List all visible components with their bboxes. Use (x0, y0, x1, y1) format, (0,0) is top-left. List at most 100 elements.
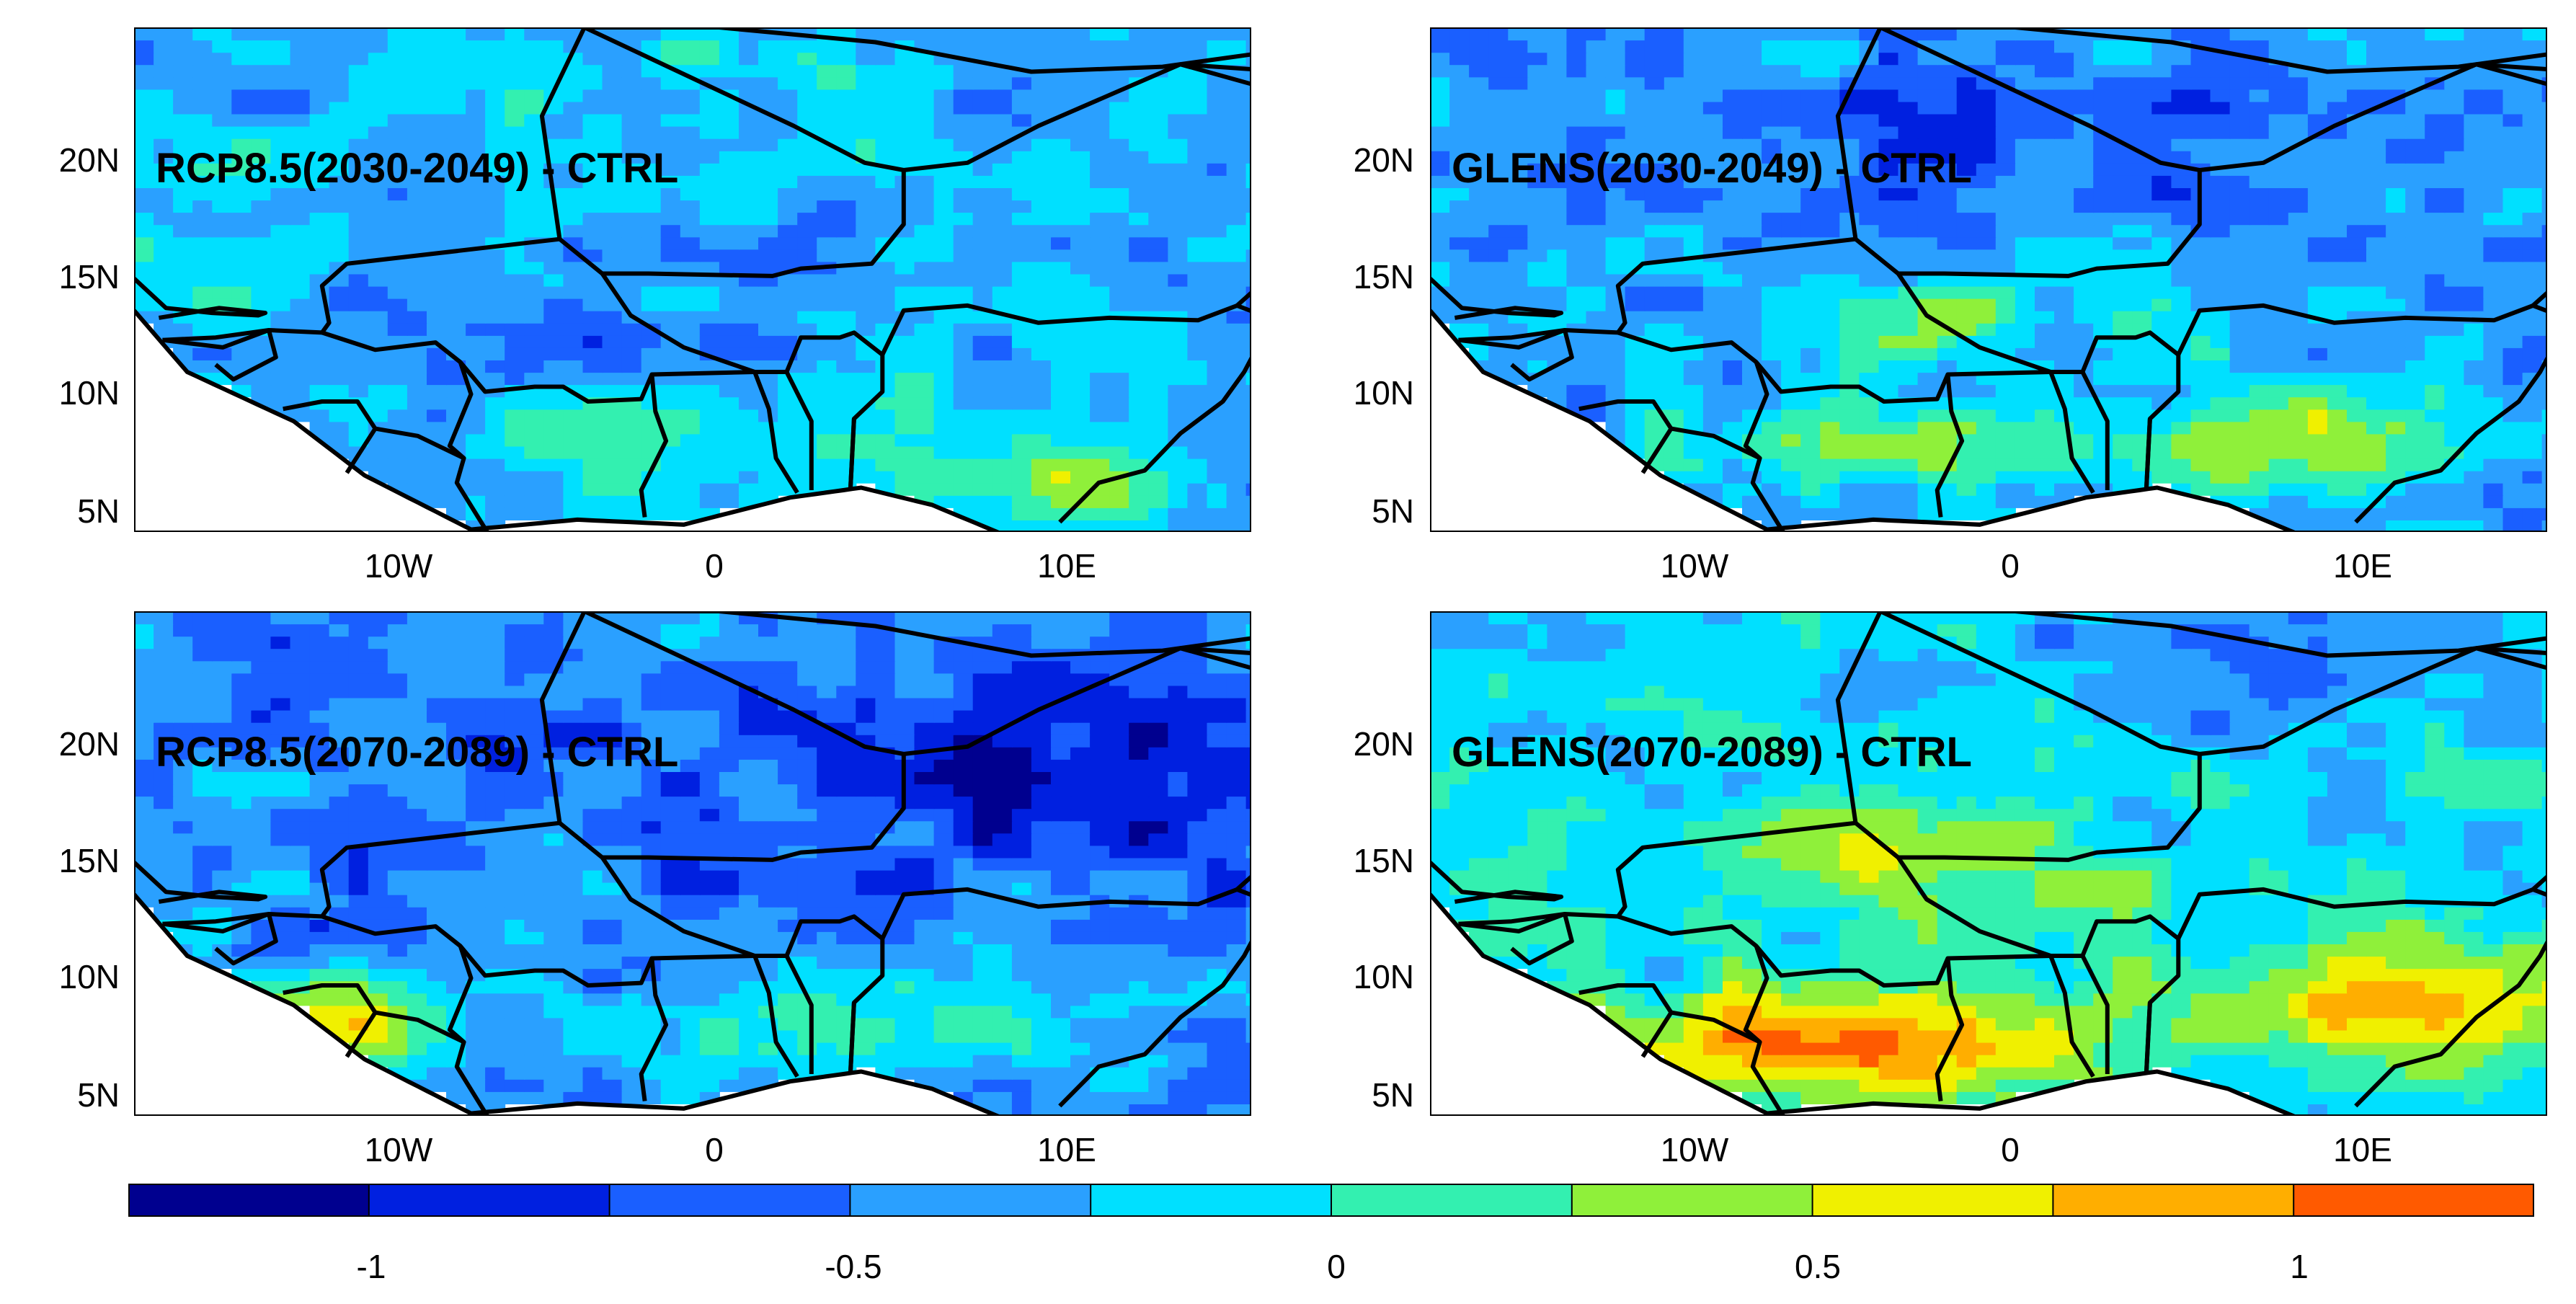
field-cell (2113, 150, 2133, 164)
field-cell (2444, 285, 2465, 299)
field-cell (739, 458, 760, 471)
field-cell (992, 249, 1013, 262)
field-cell (1976, 125, 1997, 139)
field-cell (2307, 507, 2328, 520)
field-cell (621, 187, 642, 201)
field-cell (1878, 174, 1899, 188)
field-cell (251, 150, 272, 164)
field-cell (797, 224, 818, 238)
field-cell (953, 322, 974, 336)
field-cell (2366, 162, 2387, 176)
field-cell (1664, 372, 1684, 386)
field-cell (1011, 507, 1032, 520)
field-cell (739, 138, 760, 151)
field-cell (1859, 162, 1880, 176)
field-cell (1586, 310, 1607, 324)
field-cell (953, 470, 974, 484)
field-cell (1051, 482, 1072, 496)
field-cell (251, 285, 272, 299)
field-cell (2288, 433, 2309, 447)
field-cell (1051, 968, 1072, 982)
field-cell (1011, 458, 1032, 471)
field-cell (1031, 445, 1052, 459)
field-cell (1625, 200, 1645, 213)
field-cell (1245, 993, 1251, 1006)
field-cell (1781, 174, 1802, 188)
field-cell (505, 212, 525, 226)
field-cell (1070, 150, 1091, 164)
field-cell (1937, 249, 1958, 262)
field-cell (368, 89, 388, 102)
field-cell (953, 224, 974, 238)
field-cell (1937, 150, 1958, 164)
field-cell (427, 261, 448, 275)
field-cell (2327, 482, 2348, 496)
field-cell (680, 1078, 701, 1092)
field-cell (680, 1005, 701, 1019)
field-cell (1226, 322, 1247, 336)
field-cell (543, 113, 564, 127)
field-cell (2113, 360, 2133, 373)
field-cell (1449, 101, 1470, 115)
field-cell (1508, 224, 1529, 238)
field-cell (719, 433, 740, 447)
field-cell (1129, 261, 1150, 275)
field-cell (1129, 113, 1150, 127)
field-cell (1937, 298, 1958, 311)
field-cell (680, 150, 701, 164)
field-cell (2405, 212, 2426, 226)
field-cell (1090, 261, 1111, 275)
field-cell (1625, 27, 1645, 41)
field-cell (466, 101, 487, 115)
field-cell (1995, 261, 2016, 275)
field-cell (953, 310, 974, 324)
field-cell (2288, 421, 2309, 435)
field-cell (1742, 125, 1763, 139)
field-cell (524, 310, 545, 324)
field-cell (2444, 519, 2465, 532)
field-cell (1011, 187, 1032, 201)
field-cell (797, 298, 818, 311)
field-cell (2327, 519, 2348, 532)
field-cell (1917, 212, 1938, 226)
field-cell (1917, 322, 1938, 336)
field-cell (894, 236, 915, 250)
field-cell (1168, 396, 1189, 410)
field-cell (2229, 89, 2250, 102)
field-cell (563, 334, 584, 348)
field-cell (1995, 433, 2016, 447)
field-cell (2425, 125, 2446, 139)
field-cell (875, 212, 896, 226)
map-field (1430, 27, 2547, 532)
field-cell (2327, 150, 2348, 164)
country-border (903, 62, 1251, 172)
field-cell (2210, 433, 2231, 447)
field-cell (972, 334, 993, 348)
field-cell (1995, 409, 2016, 422)
field-cell (660, 482, 681, 496)
field-cell (953, 273, 974, 287)
field-cell (368, 162, 388, 176)
field-cell (933, 334, 954, 348)
field-cell (309, 334, 330, 348)
field-cell (2425, 52, 2446, 66)
field-cell (212, 125, 233, 139)
field-cell (466, 310, 487, 324)
field-cell (2347, 384, 2368, 398)
field-cell (758, 285, 779, 299)
field-cell (1031, 334, 1052, 348)
field-cell (1898, 494, 1919, 508)
field-cell (2522, 40, 2543, 53)
field-cell (1742, 310, 1763, 324)
field-cell (1742, 40, 1763, 53)
field-cell (368, 956, 388, 970)
field-cell (1683, 89, 1704, 102)
field-cell (836, 212, 857, 226)
field-cell (1449, 236, 1470, 250)
field-cell (1168, 125, 1189, 139)
field-cell (348, 113, 369, 127)
field-cell (1245, 1042, 1251, 1055)
field-cell (1664, 224, 1684, 238)
field-cell (778, 187, 799, 201)
field-cell (2444, 334, 2465, 348)
